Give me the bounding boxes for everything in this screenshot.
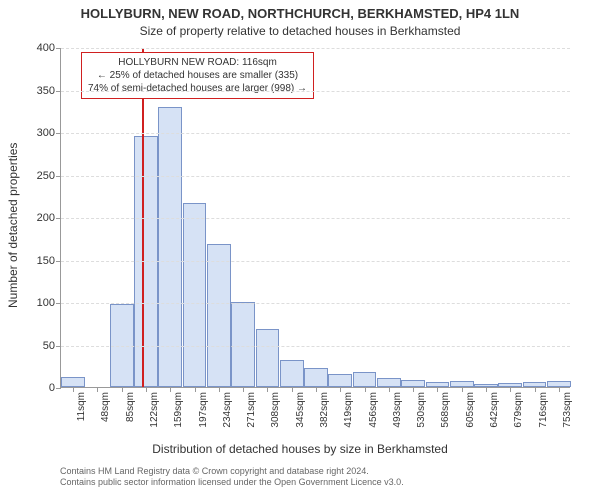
xtick-mark <box>510 387 511 392</box>
xtick-mark <box>486 387 487 392</box>
ytick-label: 300 <box>15 127 55 139</box>
attribution-line-0: Contains HM Land Registry data © Crown c… <box>60 466 404 477</box>
bar <box>207 244 231 387</box>
xtick-label: 308sqm <box>270 392 281 428</box>
xtick-mark <box>73 387 74 392</box>
ytick-label: 350 <box>15 85 55 97</box>
xtick-label: 382sqm <box>319 392 330 428</box>
ytick-label: 150 <box>15 255 55 267</box>
chart-title-main: HOLLYBURN, NEW ROAD, NORTHCHURCH, BERKHA… <box>0 6 600 21</box>
xtick-mark <box>195 387 196 392</box>
xtick-label: 753sqm <box>562 392 573 428</box>
xtick-mark <box>292 387 293 392</box>
ytick-label: 0 <box>15 382 55 394</box>
xtick-mark <box>219 387 220 392</box>
xtick-label: 642sqm <box>489 392 500 428</box>
ytick-label: 100 <box>15 297 55 309</box>
ytick-mark <box>56 388 61 389</box>
ytick-label: 250 <box>15 170 55 182</box>
gridline <box>61 91 570 92</box>
gridline <box>61 48 570 49</box>
xtick-label: 568sqm <box>440 392 451 428</box>
bar <box>256 329 280 387</box>
gridline <box>61 346 570 347</box>
xtick-label: 679sqm <box>513 392 524 428</box>
xtick-label: 122sqm <box>149 392 160 428</box>
bar <box>377 378 401 387</box>
annotation-line-0: HOLLYBURN NEW ROAD: 116sqm <box>88 56 307 69</box>
ytick-mark <box>56 48 61 49</box>
xtick-label: 605sqm <box>465 392 476 428</box>
xtick-mark <box>267 387 268 392</box>
xtick-label: 456sqm <box>368 392 379 428</box>
gridline <box>61 218 570 219</box>
y-axis-label: Number of detached properties <box>6 143 20 308</box>
ytick-label: 200 <box>15 212 55 224</box>
chart-title-sub: Size of property relative to detached ho… <box>0 24 600 38</box>
xtick-mark <box>437 387 438 392</box>
ytick-mark <box>56 91 61 92</box>
ytick-mark <box>56 346 61 347</box>
xtick-label: 197sqm <box>198 392 209 428</box>
xtick-label: 530sqm <box>416 392 427 428</box>
xtick-mark <box>97 387 98 392</box>
xtick-label: 11sqm <box>76 392 87 421</box>
plot-area: HOLLYBURN NEW ROAD: 116sqm ← 25% of deta… <box>60 48 570 388</box>
ytick-mark <box>56 218 61 219</box>
xtick-label: 345sqm <box>295 392 306 428</box>
gridline <box>61 303 570 304</box>
histogram-chart: HOLLYBURN, NEW ROAD, NORTHCHURCH, BERKHA… <box>0 0 600 500</box>
bar <box>401 380 425 387</box>
xtick-mark <box>365 387 366 392</box>
xtick-mark <box>413 387 414 392</box>
annotation-line-1: ← 25% of detached houses are smaller (33… <box>88 69 307 82</box>
xtick-mark <box>243 387 244 392</box>
bar <box>134 136 158 387</box>
bar <box>328 374 352 387</box>
gridline <box>61 261 570 262</box>
bar <box>61 377 85 387</box>
xtick-label: 48sqm <box>100 392 111 422</box>
xtick-mark <box>122 387 123 392</box>
ytick-label: 50 <box>15 340 55 352</box>
ytick-label: 400 <box>15 42 55 54</box>
xtick-mark <box>340 387 341 392</box>
xtick-mark <box>316 387 317 392</box>
bar <box>231 302 255 387</box>
xtick-mark <box>170 387 171 392</box>
ytick-mark <box>56 303 61 304</box>
xtick-label: 419sqm <box>343 392 354 428</box>
xtick-mark <box>462 387 463 392</box>
xtick-label: 234sqm <box>222 392 233 428</box>
xtick-label: 716sqm <box>538 392 549 428</box>
bar <box>280 360 304 387</box>
x-axis-label: Distribution of detached houses by size … <box>0 442 600 456</box>
attribution: Contains HM Land Registry data © Crown c… <box>60 466 404 489</box>
xtick-label: 271sqm <box>246 392 257 428</box>
xtick-mark <box>559 387 560 392</box>
xtick-mark <box>146 387 147 392</box>
bar <box>183 203 207 387</box>
xtick-label: 493sqm <box>392 392 403 428</box>
ytick-mark <box>56 261 61 262</box>
gridline <box>61 176 570 177</box>
bar <box>353 372 377 387</box>
xtick-label: 85sqm <box>125 392 136 422</box>
xtick-label: 159sqm <box>173 392 184 428</box>
bar <box>304 368 328 387</box>
ytick-mark <box>56 176 61 177</box>
attribution-line-1: Contains public sector information licen… <box>60 477 404 488</box>
ytick-mark <box>56 133 61 134</box>
gridline <box>61 133 570 134</box>
xtick-mark <box>389 387 390 392</box>
annotation-line-2: 74% of semi-detached houses are larger (… <box>88 82 307 95</box>
xtick-mark <box>535 387 536 392</box>
annotation-box: HOLLYBURN NEW ROAD: 116sqm ← 25% of deta… <box>81 52 314 99</box>
